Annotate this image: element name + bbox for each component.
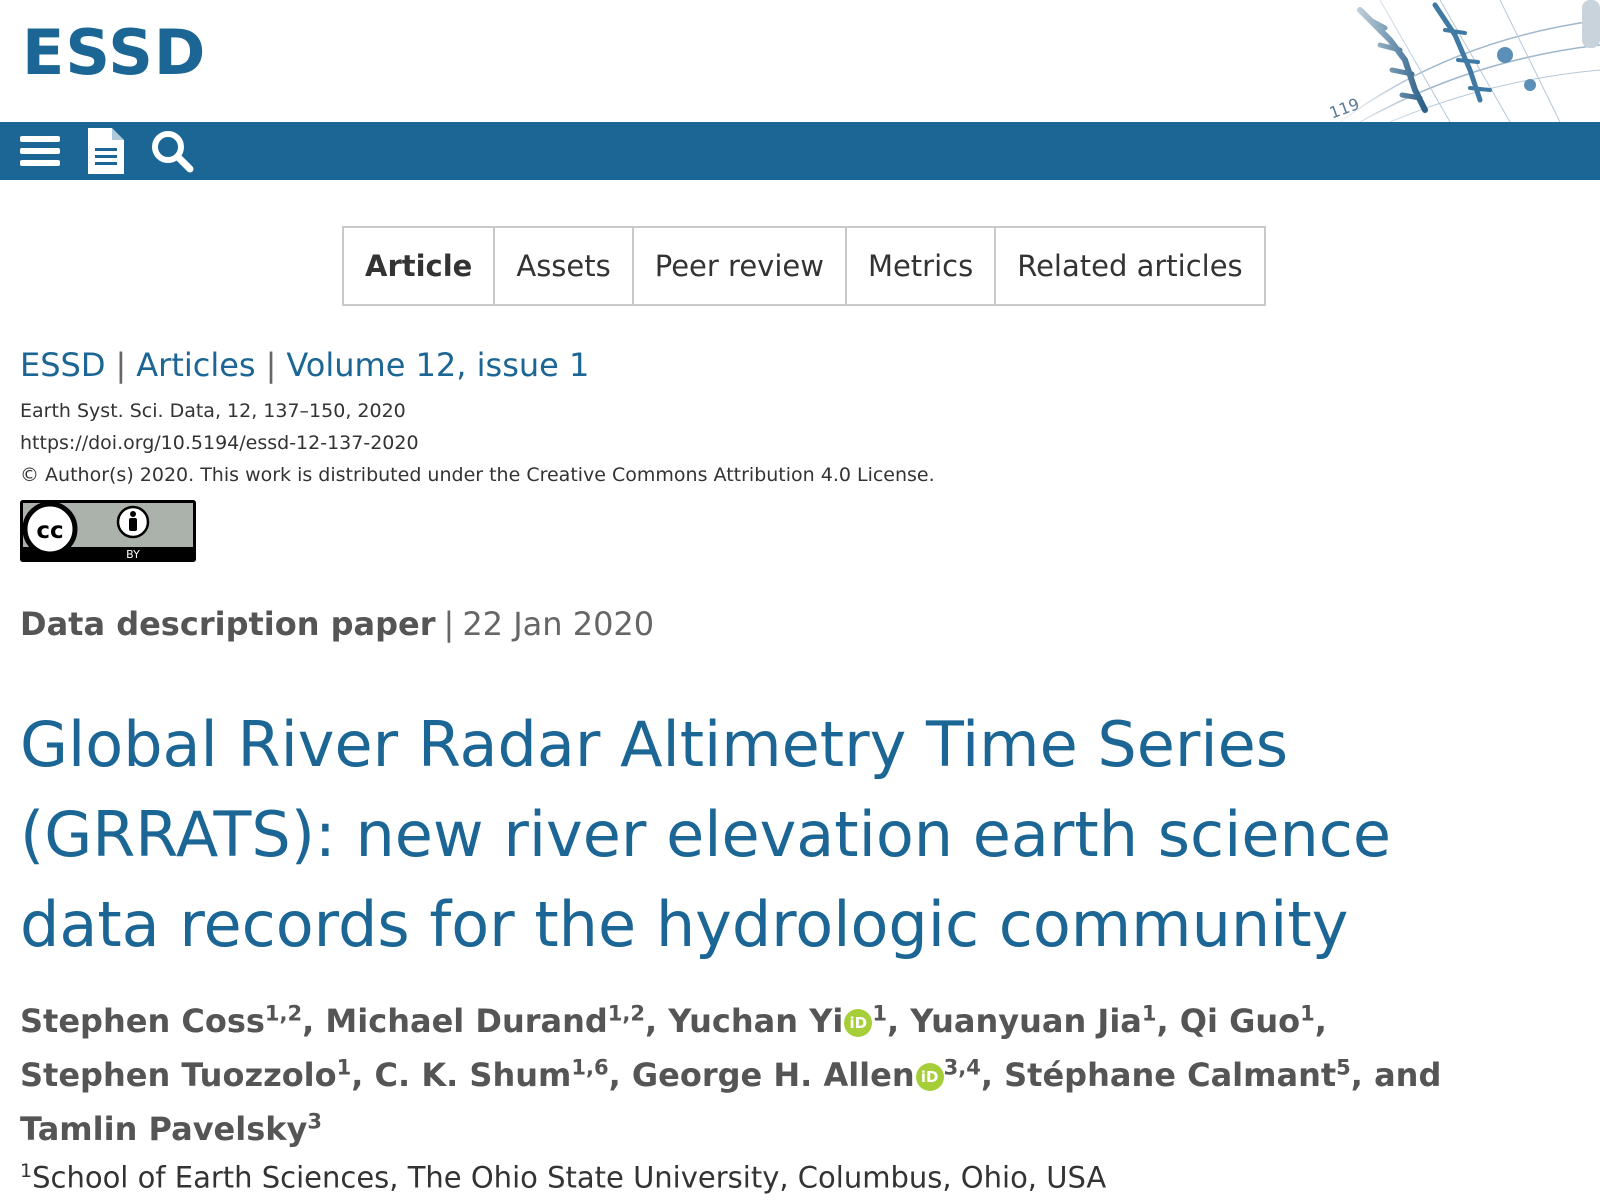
author-name[interactable]: Qi Guo (1179, 1002, 1301, 1040)
author-name[interactable]: C. K. Shum (374, 1056, 572, 1094)
site-header: ESSD 119 (0, 0, 1600, 122)
tab-article[interactable]: Article (344, 228, 496, 304)
author-separator: , (886, 1002, 911, 1040)
author-affiliation-marker: 1,2 (264, 1001, 303, 1026)
author-affiliation-marker: 1,6 (571, 1055, 609, 1080)
by-label: BY (126, 548, 140, 561)
author-separator: , (351, 1056, 375, 1094)
author-affiliation-marker: 1 (1300, 1001, 1315, 1026)
document-button[interactable] (80, 126, 132, 176)
license-statement: © Author(s) 2020. This work is distribut… (20, 464, 935, 486)
header-decoration-image: 119 (1330, 0, 1600, 122)
citation-reference: Earth Syst. Sci. Data, 12, 137–150, 2020 (20, 400, 406, 422)
breadcrumb: ESSD | Articles | Volume 12, issue 1 (20, 346, 589, 384)
author-name[interactable]: Stéphane Calmant (1004, 1056, 1337, 1094)
journal-logo[interactable]: ESSD (22, 16, 207, 89)
affiliation-text: School of Earth Sciences, The Ohio State… (32, 1160, 1107, 1195)
search-button[interactable] (146, 126, 198, 176)
author-name[interactable]: Stephen Tuozzolo (20, 1056, 337, 1094)
breadcrumb-articles-link[interactable]: Articles (136, 346, 256, 384)
affiliation-number: 1 (20, 1160, 33, 1182)
author-affiliation-marker: 1 (872, 1001, 887, 1026)
paper-type: Data description paper (20, 605, 436, 643)
tab-assets[interactable]: Assets (495, 228, 634, 304)
author-separator: , (302, 1002, 326, 1040)
publication-date: 22 Jan 2020 (462, 605, 655, 643)
cc-by-license-badge[interactable]: cc BY (20, 500, 196, 562)
article-title: Global River Radar Altimetry Time Series… (20, 708, 1391, 961)
breadcrumb-separator: | (115, 346, 127, 384)
author-name[interactable]: George H. Allen (631, 1056, 915, 1094)
author-separator: , (1350, 1056, 1375, 1094)
top-navbar (0, 122, 1600, 180)
author-separator: , (1314, 1002, 1327, 1040)
author-affiliation-marker: 5 (1336, 1055, 1351, 1080)
author-affiliation-marker: 1 (1141, 1001, 1157, 1026)
paper-type-line: Data description paper | 22 Jan 2020 (20, 605, 654, 643)
orcid-icon[interactable]: iD (844, 1009, 873, 1037)
attribution-person-icon (116, 505, 150, 539)
author-name[interactable]: Stephen Coss (20, 1002, 265, 1040)
menu-icon (20, 136, 60, 166)
author-affiliation-marker: 1 (336, 1055, 352, 1080)
affiliation-1: 1School of Earth Sciences, The Ohio Stat… (20, 1160, 1106, 1195)
author-list: Stephen Coss1,2, Michael Durand1,2, Yuch… (20, 994, 1460, 1156)
author-affiliation-marker: 1,2 (607, 1001, 645, 1026)
document-icon (88, 128, 124, 174)
breadcrumb-separator: | (265, 346, 277, 384)
breadcrumb-volume-link[interactable]: Volume 12, issue 1 (286, 346, 590, 384)
cc-icon: cc (36, 518, 63, 544)
author-separator: , (980, 1056, 1005, 1094)
author-separator: , (645, 1002, 669, 1040)
search-icon (152, 131, 194, 173)
author-affiliation-marker: 3 (307, 1109, 323, 1134)
doi-link-text[interactable]: https://doi.org/10.5194/essd-12-137-2020 (20, 432, 419, 454)
doi-link[interactable]: https://doi.org/10.5194/essd-12-137-2020 (20, 432, 419, 454)
author-name[interactable]: and Tamlin Pavelsky (20, 1056, 1442, 1148)
author-separator: , (608, 1056, 632, 1094)
author-name[interactable]: Yuanyuan Jia (910, 1002, 1142, 1040)
tab-metrics[interactable]: Metrics (846, 228, 997, 304)
orcid-icon[interactable]: iD (915, 1063, 944, 1091)
tab-peer-review[interactable]: Peer review (633, 228, 847, 304)
tab-related-articles[interactable]: Related articles (996, 228, 1264, 304)
author-affiliation-marker: 3,4 (943, 1055, 981, 1080)
menu-button[interactable] (14, 126, 66, 176)
scrollbar-thumb[interactable] (1582, 0, 1600, 48)
breadcrumb-journal-link[interactable]: ESSD (20, 346, 106, 384)
article-tabs: Article Assets Peer review Metrics Relat… (342, 226, 1266, 306)
author-name[interactable]: Yuchan Yi (668, 1002, 844, 1040)
author-separator: , (1156, 1002, 1180, 1040)
author-name[interactable]: Michael Durand (325, 1002, 608, 1040)
paper-type-separator: | (443, 605, 455, 643)
